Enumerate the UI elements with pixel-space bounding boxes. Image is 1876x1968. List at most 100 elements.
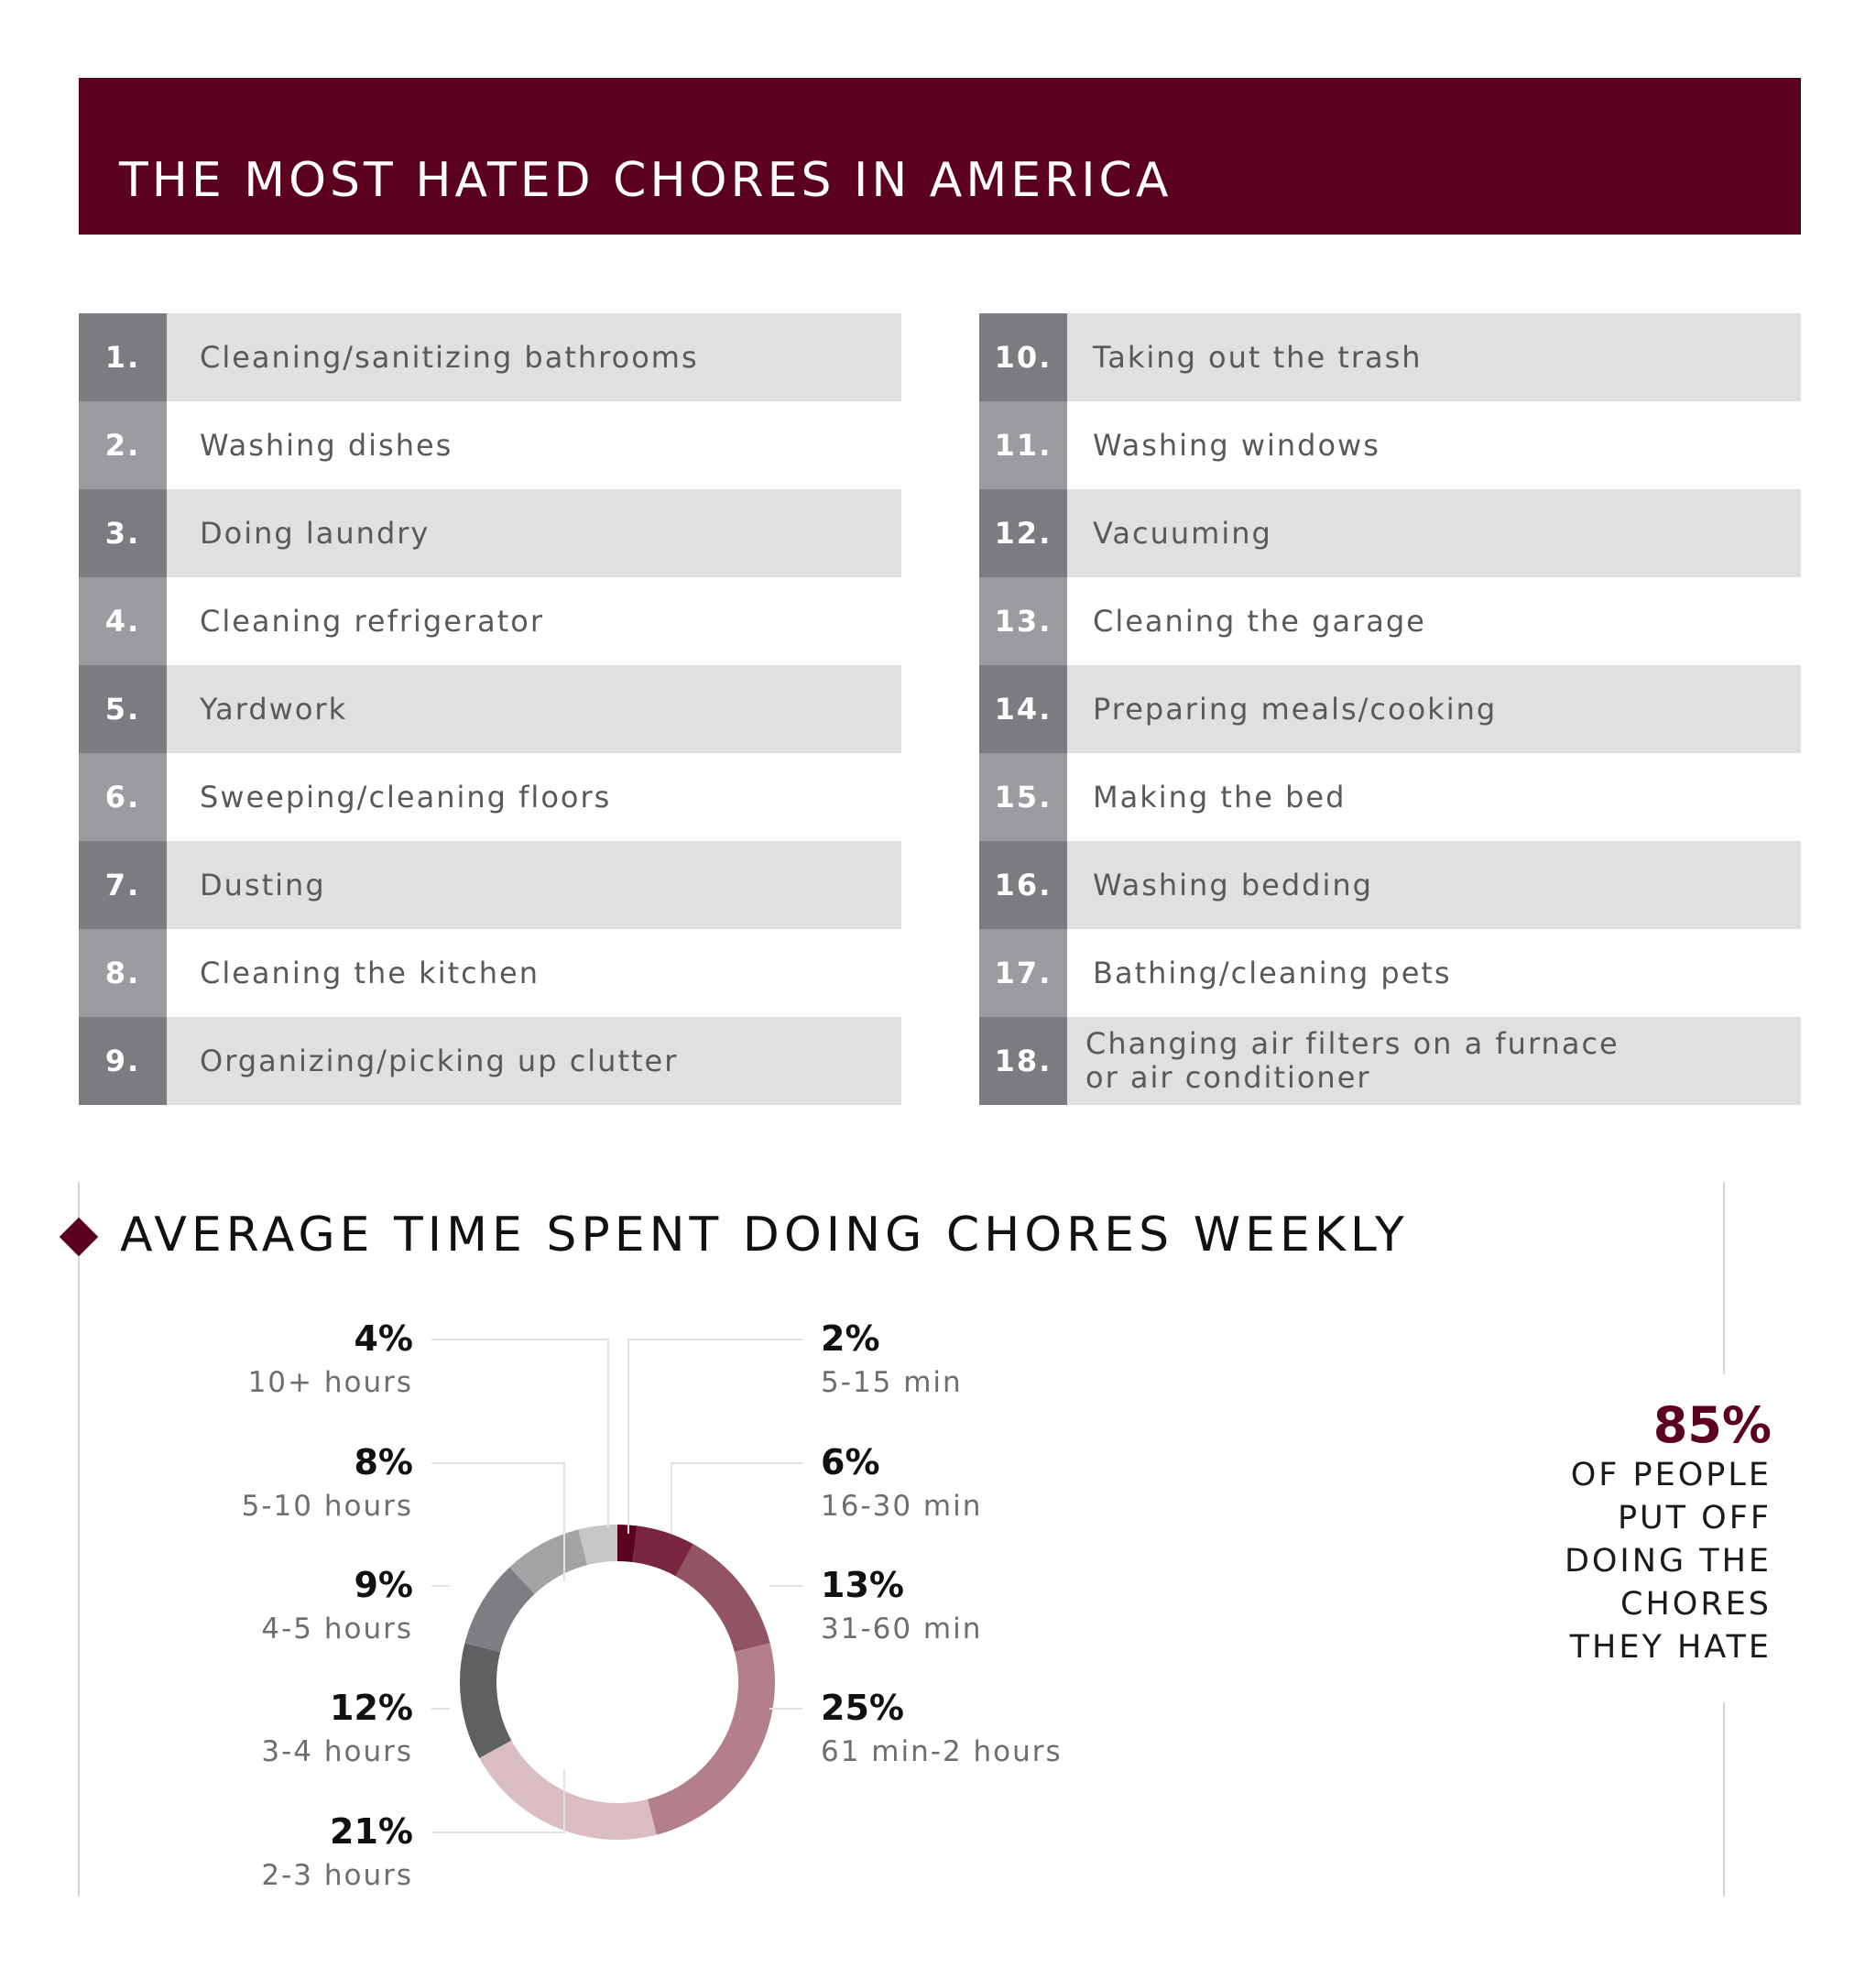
slice-category-label: 16-30 min [821, 1490, 982, 1523]
rank-number: 1. [79, 313, 167, 401]
rank-number: 16. [979, 841, 1067, 929]
chores-list-left: 1. Cleaning/sanitizing bathrooms 2. Washin… [79, 313, 901, 1105]
donut-slice [479, 1740, 657, 1840]
rank-number: 17. [979, 929, 1067, 1017]
rank-number: 14. [979, 665, 1067, 753]
donut-slice [617, 1525, 638, 1563]
donut-slice [632, 1525, 693, 1577]
rank-number: 6. [79, 753, 167, 841]
list-item: 4. Cleaning refrigerator [79, 577, 901, 665]
slice-value-label: 13% [821, 1565, 904, 1605]
leader-line [431, 1769, 565, 1833]
list-item: 16. Washing bedding [979, 841, 1801, 929]
callout-stat: 85% OF PEOPLE PUT OFF DOING THE CHORES T… [1565, 1397, 1772, 1669]
page-title: THE MOST HATED CHORES IN AMERICA [119, 153, 1172, 208]
slice-category-label: 61 min-2 hours [821, 1735, 1063, 1768]
section-frame-right-bottom [1723, 1702, 1725, 1897]
list-item: 2. Washing dishes [79, 401, 901, 489]
leader-line [431, 1462, 565, 1581]
callout-line: OF PEOPLE [1570, 1457, 1772, 1493]
slice-value-label: 9% [354, 1565, 413, 1605]
rank-number: 3. [79, 489, 167, 577]
section-frame-right-top [1723, 1182, 1725, 1374]
list-item: 9. Organizing/picking up clutter [79, 1017, 901, 1105]
callout-line: DOING THE [1564, 1543, 1772, 1580]
title-banner: THE MOST HATED CHORES IN AMERICA [79, 78, 1801, 235]
chore-label: Washing bedding [1067, 841, 1801, 929]
rank-number: 15. [979, 753, 1067, 841]
list-item: 12. Vacuuming [979, 489, 1801, 577]
rank-number: 18. [979, 1017, 1067, 1105]
slice-category-label: 4-5 hours [261, 1613, 413, 1645]
leader-line [431, 1339, 609, 1528]
section-frame-left [78, 1182, 80, 1897]
slice-category-label: 5-10 hours [242, 1490, 413, 1523]
list-item: 15. Making the bed [979, 753, 1801, 841]
slice-value-label: 6% [821, 1442, 880, 1482]
donut-slice [460, 1643, 512, 1758]
chore-label: Washing dishes [167, 401, 901, 489]
chore-label: Taking out the trash [1067, 313, 1801, 401]
rank-number: 7. [79, 841, 167, 929]
list-item: 18. Changing air filters on a furnace or … [979, 1017, 1801, 1105]
list-item: 3. Doing laundry [79, 489, 901, 577]
slice-value-label: 2% [821, 1318, 880, 1359]
chore-label: Dusting [167, 841, 901, 929]
chore-label: Cleaning/sanitizing bathrooms [167, 313, 901, 401]
rank-number: 12. [979, 489, 1067, 577]
slice-category-label: 31-60 min [821, 1613, 982, 1645]
slice-category-label: 5-15 min [821, 1366, 963, 1399]
donut-slice [647, 1643, 775, 1835]
donut-slice [675, 1544, 770, 1653]
chore-label: Preparing meals/cooking [1067, 665, 1801, 753]
chore-label: Sweeping/cleaning floors [167, 753, 901, 841]
chore-label: Yardwork [167, 665, 901, 753]
rank-number: 13. [979, 577, 1067, 665]
chore-label: Making the bed [1067, 753, 1801, 841]
list-item: 5. Yardwork [79, 665, 901, 753]
list-item: 11. Washing windows [979, 401, 1801, 489]
slice-category-label: 2-3 hours [261, 1859, 413, 1892]
list-item: 8. Cleaning the kitchen [79, 929, 901, 1017]
chore-label: Doing laundry [167, 489, 901, 577]
chore-label: Organizing/picking up clutter [167, 1017, 901, 1105]
callout-line: THEY HATE [1569, 1629, 1772, 1666]
chore-label: Bathing/cleaning pets [1067, 929, 1801, 1017]
slice-value-label: 25% [821, 1688, 904, 1728]
chore-label: Cleaning the kitchen [167, 929, 901, 1017]
callout-value: 85% [1652, 1396, 1772, 1454]
leader-line [671, 1462, 802, 1534]
callout-line: PUT OFF [1617, 1500, 1772, 1536]
slice-value-label: 21% [330, 1811, 413, 1852]
chore-label: Vacuuming [1067, 489, 1801, 577]
slice-category-label: 10+ hours [248, 1366, 413, 1399]
section-title: AVERAGE TIME SPENT DOING CHORES WEEKLY [120, 1208, 1409, 1263]
slice-value-label: 12% [330, 1688, 413, 1728]
slice-value-label: 4% [354, 1318, 413, 1359]
rank-number: 11. [979, 401, 1067, 489]
chore-label: Cleaning the garage [1067, 577, 1801, 665]
slice-category-label: 3-4 hours [261, 1735, 413, 1768]
slice-value-label: 8% [354, 1442, 413, 1482]
chores-list-right: 10. Taking out the trash 11. Washing windo… [979, 313, 1801, 1105]
rank-number: 5. [79, 665, 167, 753]
list-item: 10. Taking out the trash [979, 313, 1801, 401]
list-item: 14. Preparing meals/cooking [979, 665, 1801, 753]
chore-label: Washing windows [1067, 401, 1801, 489]
list-item: 13. Cleaning the garage [979, 577, 1801, 665]
list-item: 1. Cleaning/sanitizing bathrooms [79, 313, 901, 401]
list-item: 17. Bathing/cleaning pets [979, 929, 1801, 1017]
chore-label: Cleaning refrigerator [167, 577, 901, 665]
leader-line [627, 1339, 802, 1534]
donut-slice [509, 1529, 588, 1594]
list-item: 6. Sweeping/cleaning floors [79, 753, 901, 841]
callout-line: CHORES [1620, 1586, 1772, 1623]
rank-number: 9. [79, 1017, 167, 1105]
rank-number: 2. [79, 401, 167, 489]
donut-slice [578, 1525, 617, 1566]
rank-number: 10. [979, 313, 1067, 401]
list-item: 7. Dusting [79, 841, 901, 929]
donut-slice [464, 1567, 535, 1653]
chore-label: Changing air filters on a furnace or air… [1067, 1017, 1801, 1105]
